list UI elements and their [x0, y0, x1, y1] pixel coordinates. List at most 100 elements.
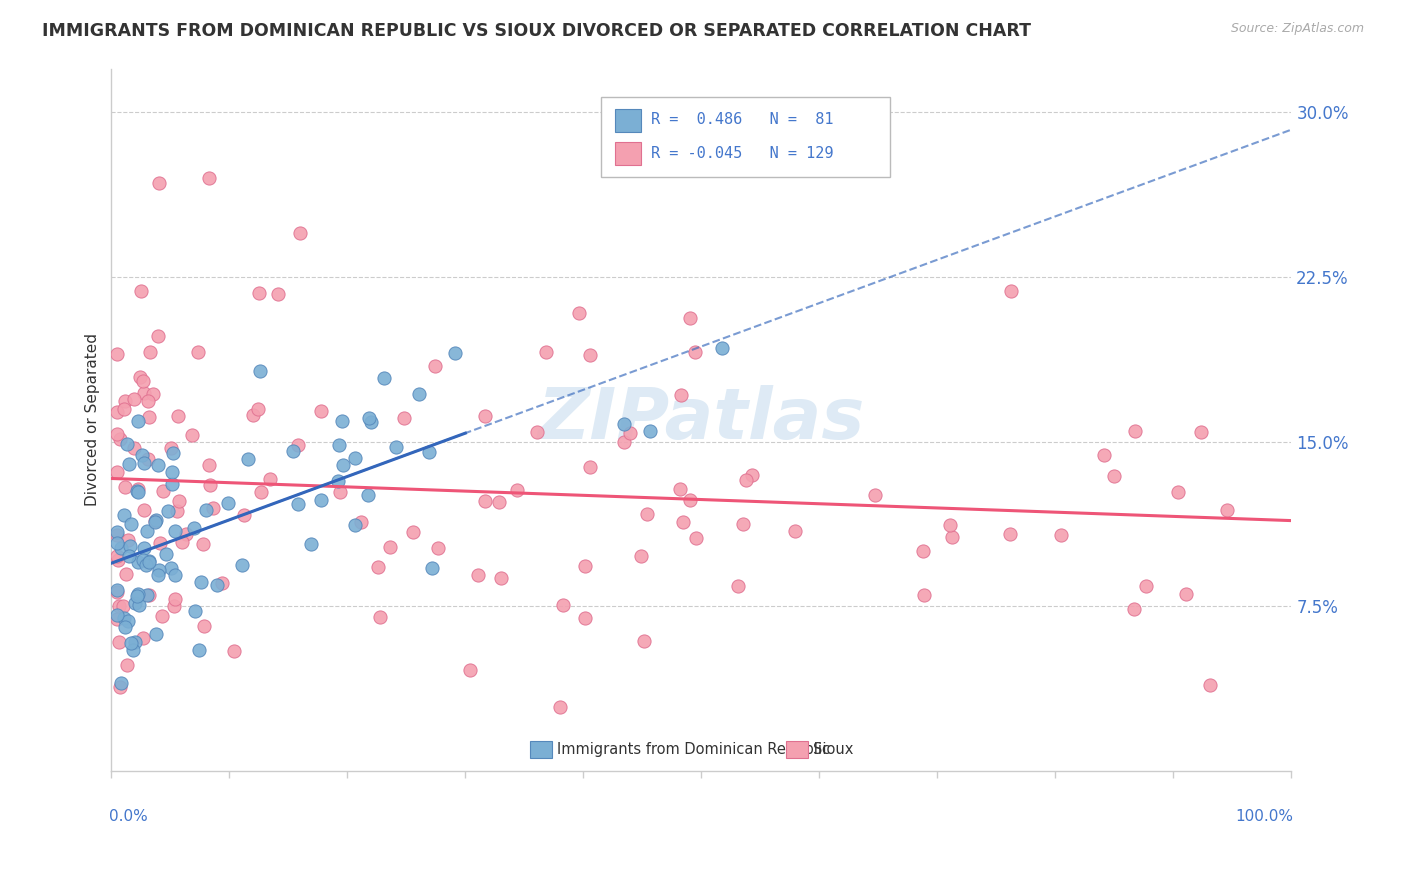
Point [134, 541, 156, 556]
Text: Sioux: Sioux [814, 742, 853, 757]
Point [124, 441, 146, 455]
Point [124, 635, 146, 649]
Point [290, 226, 312, 240]
Point [120, 517, 142, 532]
Point [131, 632, 153, 646]
Point [105, 405, 128, 419]
Point [613, 434, 636, 449]
Point [536, 344, 558, 359]
Point [242, 409, 264, 423]
Point [423, 359, 446, 373]
Point [146, 458, 169, 472]
Point [343, 517, 366, 532]
Point [619, 425, 641, 440]
Point [118, 549, 141, 563]
Point [127, 484, 149, 499]
Point [380, 540, 402, 554]
Point [368, 609, 391, 624]
Point [105, 583, 128, 598]
Point [488, 495, 510, 509]
Point [1199, 678, 1222, 692]
Point [127, 483, 149, 497]
Point [669, 482, 692, 496]
Point [108, 634, 131, 648]
Point [146, 329, 169, 343]
Point [193, 619, 215, 633]
Point [169, 493, 191, 508]
Point [574, 611, 596, 625]
Point [211, 576, 233, 591]
Point [236, 452, 259, 467]
Point [1135, 579, 1157, 593]
Point [1123, 424, 1146, 438]
Point [112, 508, 135, 523]
Point [912, 588, 935, 602]
Point [139, 344, 162, 359]
Point [115, 567, 138, 582]
Point [132, 457, 155, 471]
Point [112, 599, 135, 613]
Point [392, 410, 415, 425]
Point [232, 508, 254, 522]
Point [669, 387, 692, 401]
Point [367, 560, 389, 574]
Point [1092, 448, 1115, 462]
Point [136, 588, 159, 602]
Point [474, 494, 496, 508]
Point [174, 526, 197, 541]
Point [1216, 502, 1239, 516]
Point [148, 177, 170, 191]
Point [143, 515, 166, 529]
Point [568, 306, 591, 320]
Point [1050, 527, 1073, 541]
Point [939, 518, 962, 533]
Point [105, 347, 128, 361]
Point [489, 571, 512, 585]
Point [526, 425, 548, 440]
Point [359, 411, 381, 425]
Point [165, 592, 187, 607]
Point [112, 611, 135, 625]
Text: 0.0%: 0.0% [110, 809, 148, 824]
Point [167, 409, 190, 423]
Point [911, 543, 934, 558]
Point [266, 286, 288, 301]
Point [127, 587, 149, 601]
Point [198, 171, 221, 186]
Point [727, 579, 749, 593]
Point [191, 537, 214, 551]
Point [578, 460, 600, 475]
Point [131, 284, 153, 298]
Text: IMMIGRANTS FROM DOMINICAN REPUBLIC VS SIOUX DIVORCED OR SEPARATED CORRELATION CH: IMMIGRANTS FROM DOMINICAN REPUBLIC VS SI… [42, 22, 1031, 40]
Point [105, 426, 128, 441]
Point [198, 477, 221, 491]
Point [117, 436, 139, 450]
Point [287, 497, 309, 511]
Point [250, 485, 273, 500]
Point [638, 424, 661, 438]
Point [283, 443, 305, 458]
Point [633, 634, 655, 648]
Point [156, 504, 179, 518]
Point [613, 417, 636, 431]
Text: Immigrants from Dominican Republic: Immigrants from Dominican Republic [557, 742, 831, 757]
Point [710, 341, 733, 355]
Point [163, 599, 186, 614]
Point [121, 643, 143, 657]
Point [679, 492, 702, 507]
Point [138, 409, 160, 424]
Point [105, 524, 128, 539]
Point [349, 515, 371, 529]
Point [160, 465, 183, 479]
Point [117, 657, 139, 672]
Point [550, 699, 572, 714]
Point [685, 531, 707, 545]
Point [105, 584, 128, 599]
Point [172, 535, 194, 549]
Point [427, 541, 450, 555]
Point [332, 458, 354, 473]
Point [328, 438, 350, 452]
Point [574, 558, 596, 573]
Point [128, 598, 150, 612]
Text: R =  0.486   N =  81: R = 0.486 N = 81 [651, 112, 834, 128]
